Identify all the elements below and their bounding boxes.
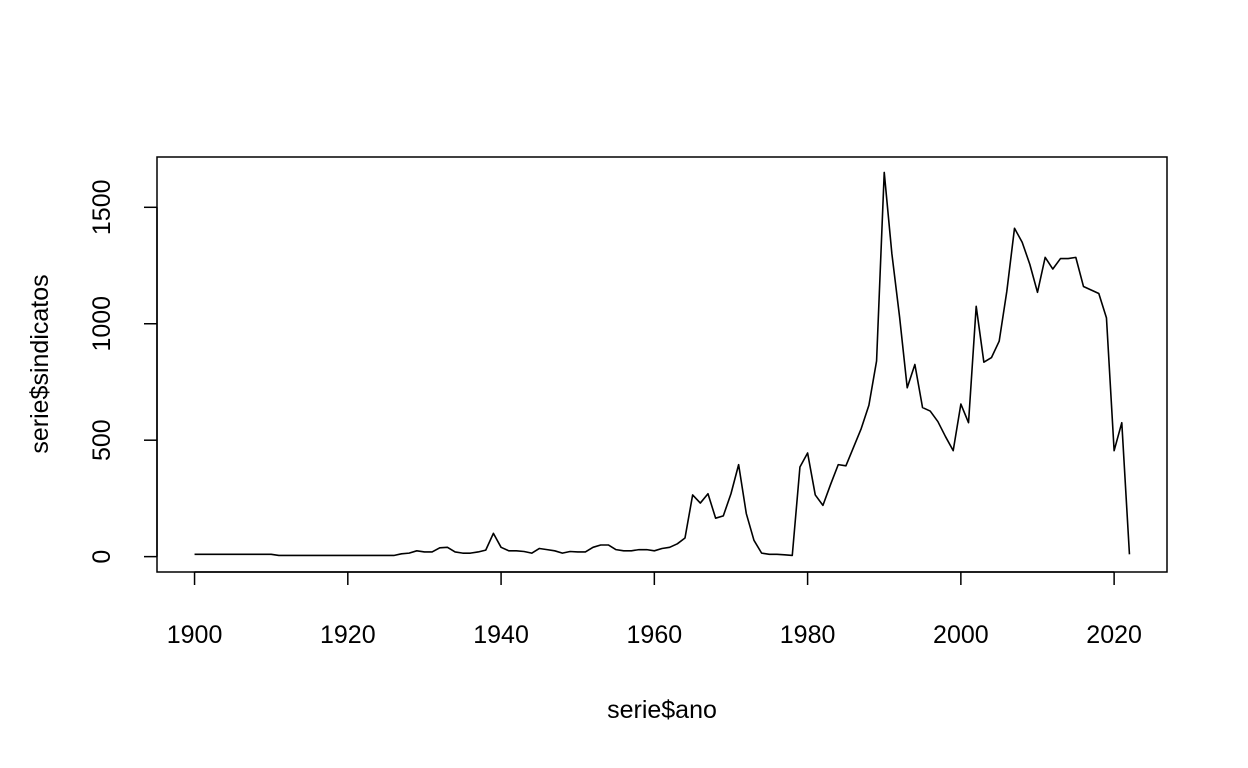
x-tick-label: 2020 — [1086, 621, 1142, 649]
y-axis: 0 500 1000 1500 — [88, 179, 158, 564]
x-tick-label: 1960 — [627, 621, 683, 649]
plot-frame — [156, 156, 1168, 573]
x-axis-label: serie$ano — [607, 696, 717, 724]
x-tick-label: 1900 — [167, 621, 223, 649]
x-axis: 1900 1920 1940 1960 1980 2000 2020 — [167, 571, 1142, 649]
x-tick-label: 2000 — [933, 621, 989, 649]
x-tick-label: 1920 — [320, 621, 376, 649]
y-tick-label: 1000 — [88, 296, 116, 352]
y-tick-label: 500 — [88, 419, 116, 461]
plot-layer — [194, 171, 1131, 557]
y-tick-label: 0 — [88, 550, 116, 564]
x-tick-label: 1940 — [473, 621, 529, 649]
x-tick-label: 1980 — [780, 621, 836, 649]
y-tick-label: 1500 — [88, 179, 116, 235]
y-axis-label: serie$sindicatos — [26, 274, 54, 453]
series-line-sindicatos — [194, 171, 1131, 557]
